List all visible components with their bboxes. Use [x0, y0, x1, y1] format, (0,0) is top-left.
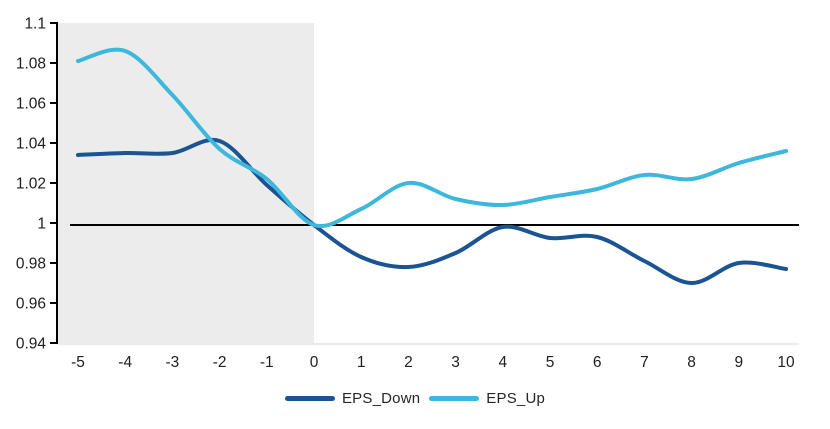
y-axis-tick-label: 1.04	[16, 136, 47, 153]
y-axis-tick-label: 1.1	[24, 16, 46, 33]
eps-up-line	[76, 47, 788, 229]
x-axis-tick-label: -5	[71, 354, 85, 371]
eps-down-swatch	[284, 396, 335, 401]
eps-down-legend-label: EPS_Down	[341, 390, 421, 407]
y-axis-tick-label: 0.98	[16, 256, 46, 273]
y-axis-tick-label: 1.06	[16, 96, 46, 113]
eps-up-legend-label: EPS_Up	[486, 390, 546, 407]
x-axis-tick-label: 3	[451, 354, 460, 371]
y-axis-tick-label: 1.02	[16, 176, 46, 193]
x-axis-tick-label: 7	[640, 354, 649, 371]
x-axis-tick-label: -1	[260, 354, 274, 371]
x-axis-tick-label: 9	[734, 354, 743, 371]
chart-plot-area: 1.1 1.08 1.06 1.04 1.02 1 0.98 0.96 0.94 -5 -4 -3 -2…	[16, 16, 799, 371]
eps-up-swatch	[429, 396, 480, 401]
eps-down-line	[76, 137, 788, 286]
x-axis-tick-label: 4	[498, 354, 507, 371]
y-axis-tick-label: 0.96	[16, 296, 46, 313]
x-axis-tick-label: -2	[213, 354, 227, 371]
y-axis-tick-label: 1	[37, 216, 46, 233]
legend-item-eps-up: EPS_Up	[429, 390, 545, 407]
x-axis-tick-label: 8	[687, 354, 696, 371]
y-axis-tick-label: 0.94	[16, 336, 47, 353]
x-axis-tick-label: 10	[777, 354, 795, 371]
chart-legend: EPS_Down EPS_Up	[0, 390, 830, 407]
x-axis-tick-label: -3	[166, 354, 180, 371]
legend-item-eps-down: EPS_Down	[284, 390, 421, 407]
y-axis-tick-label: 1.08	[16, 56, 46, 73]
x-axis-tick-label: 2	[404, 354, 413, 371]
x-axis-tick-label: -4	[118, 354, 132, 371]
pre-event-shaded-region	[57, 23, 314, 343]
x-axis-tick-label: 1	[357, 354, 366, 371]
x-axis-tick-label: 6	[593, 354, 602, 371]
x-axis-tick-label: 0	[310, 354, 319, 371]
x-axis-tick-label: 5	[546, 354, 555, 371]
